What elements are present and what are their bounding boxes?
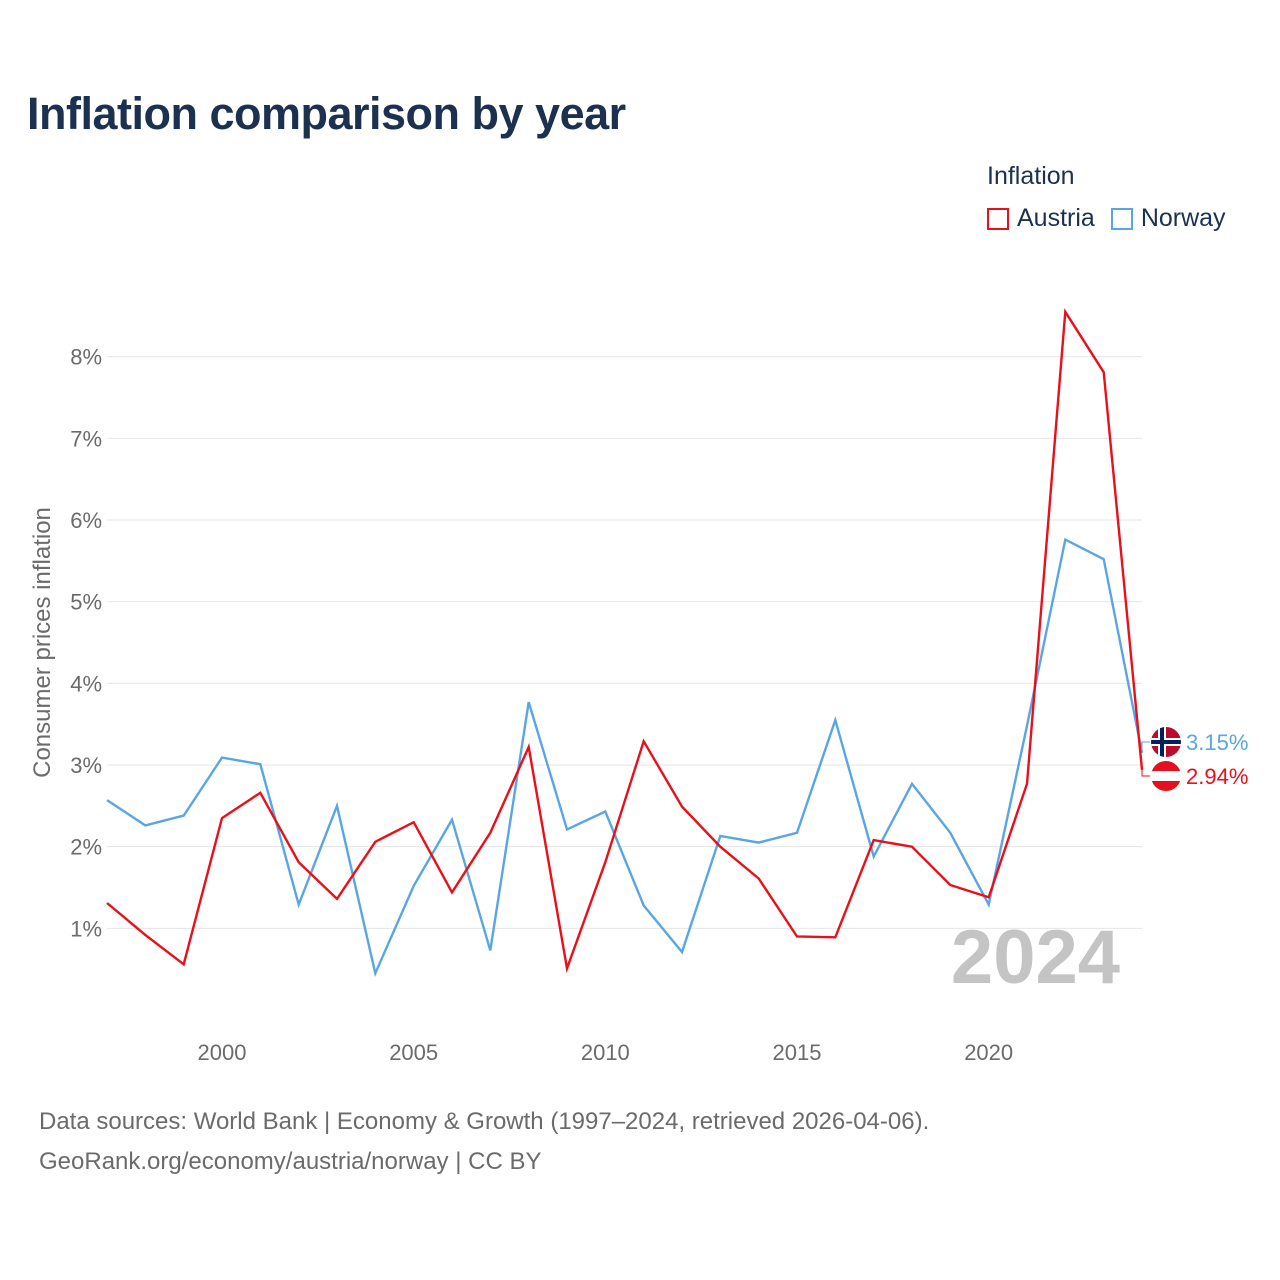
y-tick-label: 5% bbox=[70, 590, 102, 615]
y-tick-label: 2% bbox=[70, 835, 102, 860]
y-axis-title: Consumer prices inflation bbox=[29, 507, 56, 778]
end-label-norway: 3.15% bbox=[1186, 730, 1248, 755]
y-tick-label: 4% bbox=[70, 671, 102, 696]
norway-flag-icon bbox=[1151, 727, 1181, 757]
end-connector-austria bbox=[1141, 769, 1150, 777]
legend-swatch-austria bbox=[987, 207, 1009, 230]
legend-item-austria[interactable]: Austria bbox=[987, 204, 1095, 233]
legend-label-austria: Austria bbox=[1017, 204, 1095, 232]
y-tick-label: 8% bbox=[70, 345, 102, 370]
y-tick-label: 3% bbox=[70, 753, 102, 778]
y-tick-label: 7% bbox=[70, 426, 102, 451]
footer-credit[interactable]: GeoRank.org/economy/austria/norway | CC … bbox=[39, 1148, 542, 1175]
x-tick-label: 2000 bbox=[198, 1040, 247, 1065]
x-tick-label: 2010 bbox=[581, 1040, 630, 1065]
legend-title: Inflation bbox=[987, 162, 1075, 190]
footer-sources: Data sources: World Bank | Economy & Gro… bbox=[39, 1108, 930, 1135]
series-line-austria bbox=[106, 308, 1144, 974]
legend-item-norway[interactable]: Norway bbox=[1110, 204, 1226, 233]
legend: Austria Norway bbox=[987, 204, 1242, 233]
x-tick-label: 2015 bbox=[773, 1040, 822, 1065]
legend-swatch-norway bbox=[1110, 207, 1133, 230]
series-line-norway bbox=[106, 537, 1144, 978]
austria-flag-icon bbox=[1151, 761, 1181, 791]
year-watermark: 2024 bbox=[951, 915, 1120, 1000]
chart-title: Inflation comparison by year bbox=[27, 88, 626, 139]
end-label-austria: 2.94% bbox=[1186, 764, 1248, 789]
y-tick-label: 6% bbox=[70, 508, 102, 533]
x-tick-label: 2020 bbox=[964, 1040, 1013, 1065]
legend-label-norway: Norway bbox=[1140, 204, 1226, 232]
end-connector-norway bbox=[1141, 741, 1150, 753]
x-tick-label: 2005 bbox=[389, 1040, 438, 1065]
y-tick-label: 1% bbox=[70, 916, 102, 941]
